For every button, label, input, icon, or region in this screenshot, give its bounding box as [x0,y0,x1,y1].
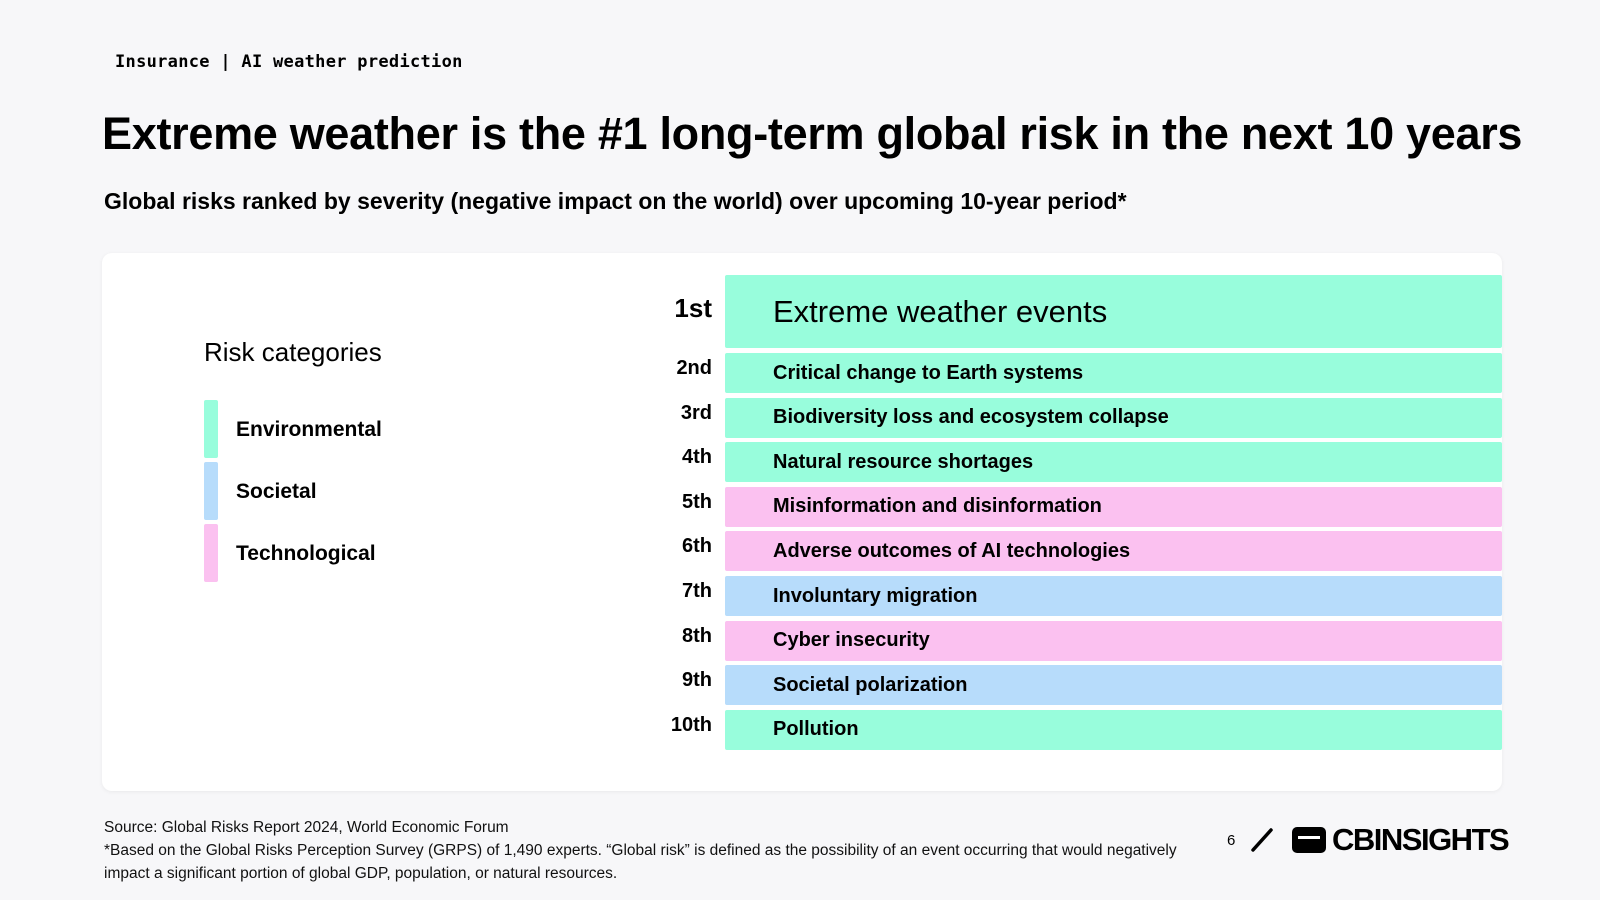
risk-bar: Misinformation and disinformation [725,486,1502,527]
page-title: Extreme weather is the #1 long-term glob… [102,108,1523,159]
risk-rank: 7th [682,580,712,602]
logo-text: CBINSIGHTS [1332,822,1510,857]
risk-rank: 9th [682,669,712,692]
footnote: *Based on the Global Risks Perception Su… [104,842,1177,882]
risk-bar: Extreme weather events [725,275,1502,348]
chart-card: Risk categories Environmental Societal T… [102,253,1502,791]
risk-rank: 10th [670,713,712,736]
risk-row: 10th Pollution [542,709,1502,750]
cbinsights-logo: CBINSIGHTS [1292,822,1510,857]
chart-subtitle: Global risks ranked by severity (negativ… [104,188,1127,214]
risk-row: 2nd Critical change to Earth systems [542,353,1502,393]
risk-bar: Cyber insecurity [725,620,1502,661]
risk-row: 7th Involuntary migration [542,576,1502,616]
risk-rank: 5th [682,490,712,513]
eyebrow-label: Insurance | AI weather prediction [115,52,463,72]
risk-bar: Involuntary migration [725,576,1502,616]
risk-bar: Societal polarization [725,665,1502,706]
page-number: 6 [1227,832,1236,849]
risk-row: 4th Natural resource shortages [542,442,1502,483]
risk-rank: 3rd [680,401,712,424]
risk-row: 9th Societal polarization [542,665,1502,706]
risk-row: 3rd Biodiversity loss and ecosystem colla… [542,397,1502,438]
risk-bar: Pollution [725,709,1502,750]
legend-label-environmental: Environmental [236,418,382,441]
legend-item-environmental: Environmental [204,400,464,458]
risk-bar: Biodiversity loss and ecosystem collapse [725,397,1502,438]
source-line: Source: Global Risks Report 2024, World … [104,819,509,836]
risk-bar: Critical change to Earth systems [725,353,1502,393]
risk-rank: 2nd [676,357,712,379]
risk-row: 1st Extreme weather events [542,275,1502,348]
risk-rank: 1st [674,293,712,323]
risk-row: 5th Misinformation and disinformation [542,486,1502,527]
slash-divider-icon [1251,828,1273,852]
legend-item-societal: Societal [204,462,464,520]
risk-row: 6th Adverse outcomes of AI technologies [542,531,1502,572]
risk-bar: Adverse outcomes of AI technologies [725,531,1502,572]
legend-swatch-societal [204,462,218,520]
risk-bar: Natural resource shortages [725,442,1502,483]
legend-label-societal: Societal [236,480,317,503]
risk-row: 8th Cyber insecurity [542,620,1502,661]
source-note: Source: Global Risks Report 2024, World … [104,816,1194,885]
cbinsights-mark-icon [1292,827,1326,853]
legend-label-technological: Technological [236,542,376,565]
risk-rank: 6th [682,535,712,558]
legend-swatch-technological [204,524,218,582]
risk-rank: 8th [682,624,712,647]
legend-item-technological: Technological [204,524,464,582]
risk-rank: 4th [682,446,712,469]
legend-swatch-environmental [204,400,218,458]
legend-title: Risk categories [204,337,382,367]
